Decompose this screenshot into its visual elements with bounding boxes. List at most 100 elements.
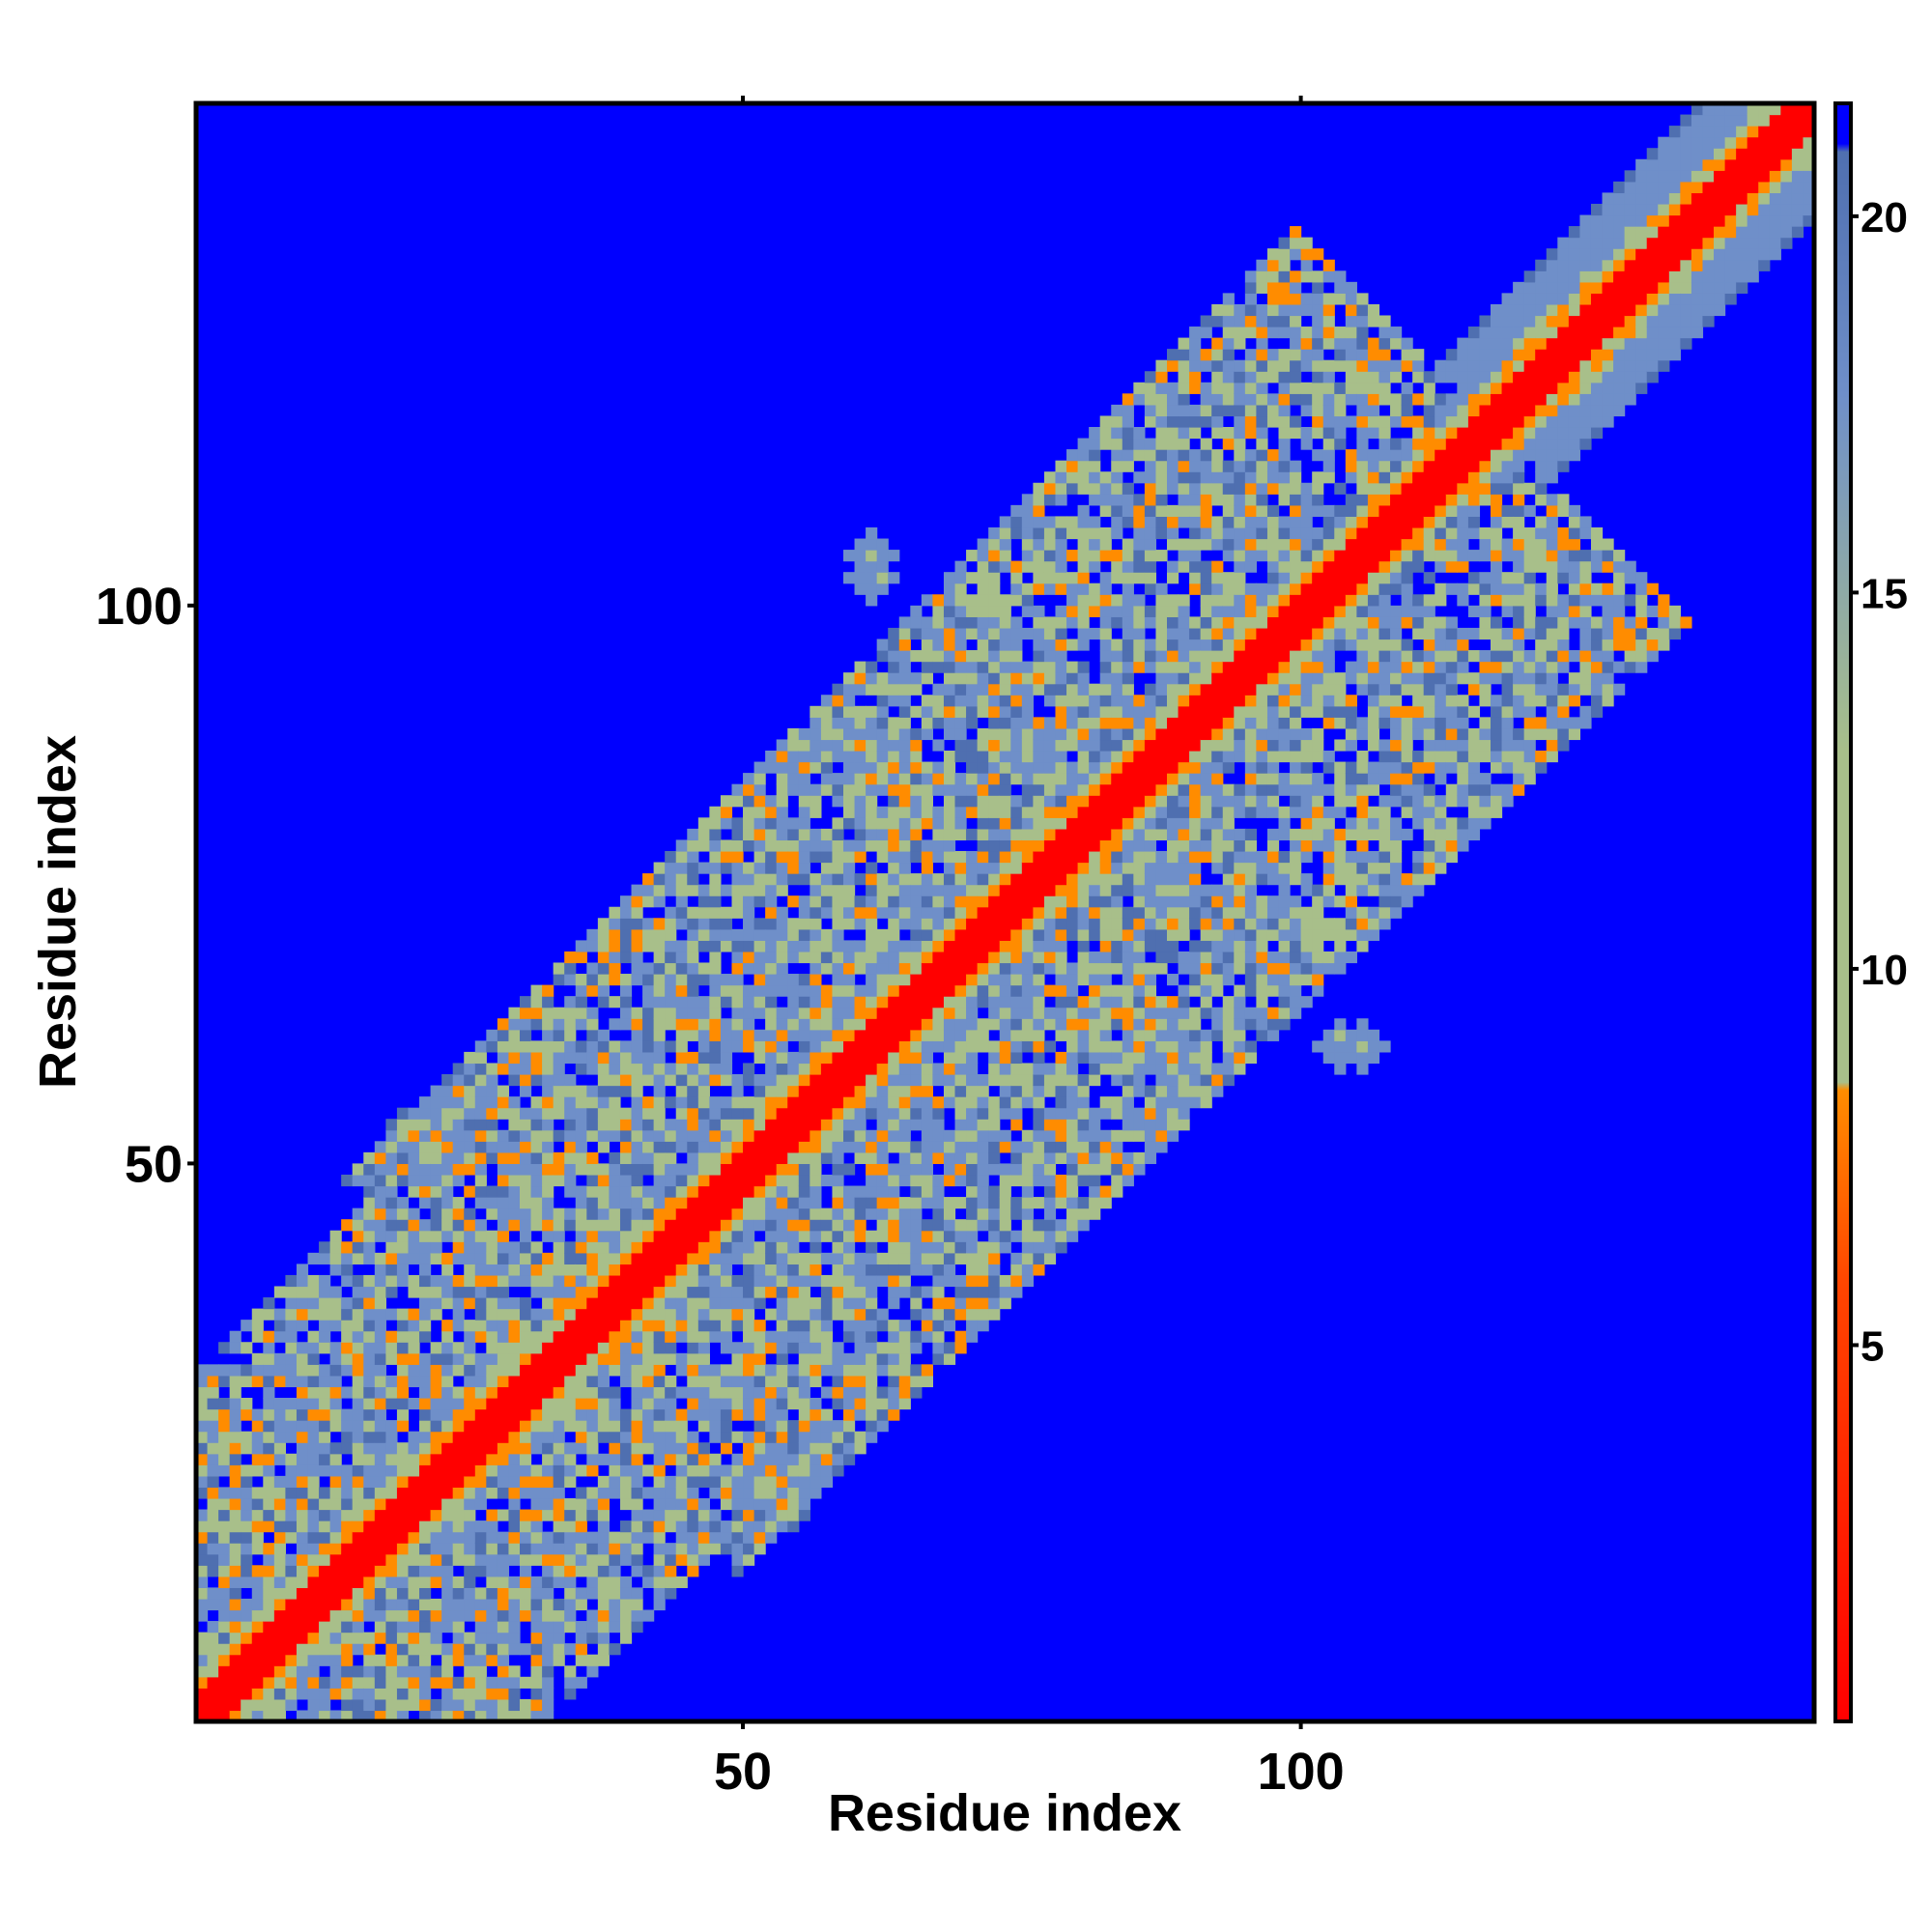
heatmap-cell: [653, 1509, 666, 1521]
heatmap-cell: [1055, 962, 1067, 975]
heatmap-cell: [765, 806, 778, 818]
heatmap-cell: [452, 1688, 465, 1700]
heatmap-cell: [642, 962, 655, 975]
heatmap-cell: [810, 739, 822, 752]
heatmap-cell: [530, 1531, 543, 1544]
heatmap-cell: [597, 1286, 611, 1298]
heatmap-cell: [653, 1408, 666, 1421]
heatmap-cell: [1144, 639, 1157, 651]
heatmap-cell: [1066, 717, 1079, 729]
heatmap-cell: [1133, 761, 1146, 774]
heatmap-cell: [329, 1497, 342, 1511]
heatmap-cell: [1033, 572, 1045, 584]
heatmap-cell: [597, 1241, 611, 1254]
heatmap-cell: [876, 1129, 889, 1142]
heatmap-cell: [1155, 1074, 1168, 1087]
heatmap-cell: [731, 940, 744, 952]
heatmap-cell: [1099, 850, 1112, 864]
heatmap-cell: [474, 1497, 487, 1511]
heatmap-cell: [675, 1475, 688, 1489]
heatmap-cell: [508, 1241, 521, 1254]
heatmap-cell: [966, 1029, 979, 1041]
heatmap-cell: [843, 783, 856, 796]
heatmap-cell: [854, 1051, 867, 1065]
heatmap-cell: [542, 1487, 554, 1499]
heatmap-cell: [876, 739, 889, 752]
heatmap-cell: [765, 1497, 778, 1511]
heatmap-cell: [419, 1643, 432, 1656]
heatmap-cell: [888, 839, 900, 852]
heatmap-cell: [675, 974, 688, 986]
heatmap-cell: [820, 1074, 834, 1087]
heatmap-cell: [419, 1665, 432, 1678]
heatmap-cell: [196, 1632, 209, 1644]
heatmap-cell: [1077, 873, 1090, 886]
heatmap-cell: [408, 1464, 420, 1477]
heatmap-cell: [1089, 795, 1101, 808]
heatmap-cell: [999, 627, 1011, 640]
heatmap-cell: [486, 1587, 498, 1600]
heatmap-cell: [1010, 504, 1023, 518]
heatmap-cell: [898, 1074, 911, 1087]
heatmap-cell: [932, 1018, 945, 1031]
heatmap-cell: [999, 560, 1011, 573]
heatmap-cell: [765, 1230, 778, 1242]
heatmap-cell: [575, 1520, 587, 1533]
heatmap-cell: [743, 1431, 755, 1443]
heatmap-cell: [1043, 560, 1057, 573]
heatmap-cell: [374, 1431, 386, 1443]
heatmap-cell: [564, 1386, 577, 1399]
heatmap-cell: [619, 1453, 633, 1465]
heatmap-cell: [776, 1197, 788, 1209]
heatmap-cell: [474, 1420, 487, 1433]
heatmap-cell: [1122, 538, 1134, 551]
heatmap-cell: [697, 1274, 710, 1288]
heatmap-cell: [1099, 895, 1112, 908]
heatmap-cell: [464, 1487, 476, 1499]
heatmap-cell: [1010, 1286, 1023, 1298]
heatmap-cell: [464, 1264, 476, 1276]
heatmap-cell: [765, 1386, 778, 1399]
heatmap-cell: [329, 1543, 342, 1555]
heatmap-cell: [263, 1565, 275, 1577]
heatmap-cell: [619, 1219, 633, 1232]
heatmap-cell: [1077, 560, 1090, 573]
heatmap-cell: [497, 1274, 510, 1288]
heatmap-cell: [263, 1352, 275, 1365]
heatmap-cell: [319, 1543, 331, 1555]
heatmap-cell: [776, 1475, 788, 1489]
heatmap-cell: [653, 1063, 666, 1075]
heatmap-cell: [810, 1442, 822, 1455]
heatmap-cell: [798, 1497, 810, 1511]
heatmap-cell: [609, 974, 621, 986]
heatmap-cell: [497, 1398, 510, 1410]
heatmap-cell: [753, 1420, 766, 1433]
heatmap-cell: [307, 1576, 320, 1588]
heatmap-cell: [319, 1487, 331, 1499]
heatmap-cell: [520, 1553, 532, 1566]
heatmap-cell: [609, 1040, 621, 1053]
heatmap-cell: [553, 1151, 565, 1165]
heatmap-cell: [251, 1565, 264, 1577]
heatmap-cell: [1167, 1129, 1179, 1142]
heatmap-cell: [530, 984, 543, 997]
heatmap-cell: [1021, 761, 1034, 774]
heatmap-cell: [832, 1119, 844, 1131]
heatmap-cell: [441, 1141, 454, 1153]
heatmap-cell: [866, 1107, 878, 1120]
heatmap-cell: [1089, 538, 1101, 551]
heatmap-cell: [709, 1096, 722, 1109]
heatmap-cell: [1066, 482, 1079, 495]
heatmap-cell: [943, 1197, 956, 1209]
heatmap-cell: [241, 1576, 253, 1588]
heatmap-cell: [631, 1509, 643, 1521]
heatmap-cell: [888, 627, 900, 640]
heatmap-cell: [329, 1364, 342, 1377]
heatmap-cell: [820, 1308, 834, 1321]
heatmap-cell: [866, 783, 878, 796]
heatmap-cell: [1111, 817, 1123, 830]
heatmap-cell: [966, 572, 979, 584]
heatmap-cell: [1055, 806, 1067, 818]
heatmap-cell: [497, 1297, 510, 1310]
heatmap-cell: [229, 1531, 242, 1544]
